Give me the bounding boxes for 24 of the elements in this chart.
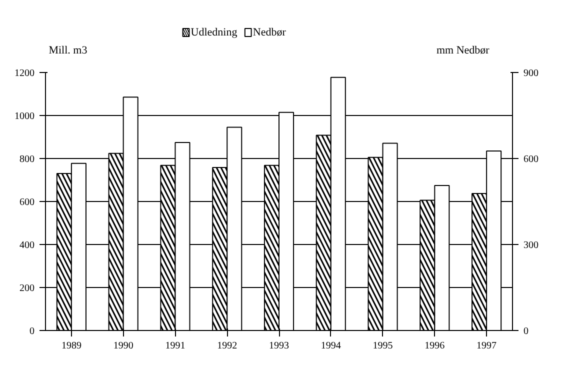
x-tick-label: 1993 bbox=[269, 340, 289, 352]
x-tick-label: 1994 bbox=[320, 340, 341, 352]
y-tick-label: 200 bbox=[20, 283, 34, 294]
x-tick-label: 1992 bbox=[217, 340, 238, 352]
y2-tick-label: 600 bbox=[524, 154, 538, 165]
y2-tick-label: 900 bbox=[524, 68, 538, 79]
legend-label: Udledning bbox=[190, 26, 238, 38]
x-tick-label: 1995 bbox=[372, 340, 393, 352]
y-tick-label: 400 bbox=[20, 240, 34, 251]
y-tick-label: 1200 bbox=[14, 68, 34, 79]
x-tick-label: 1990 bbox=[113, 340, 134, 352]
y-tick-label: 600 bbox=[20, 197, 34, 208]
y2-axis-title: mm Nedbør bbox=[436, 44, 490, 56]
y-tick-label: 1000 bbox=[14, 111, 34, 122]
y-axis-title: Mill. m3 bbox=[48, 44, 88, 56]
x-tick-label: 1991 bbox=[165, 340, 186, 352]
x-tick-label: 1989 bbox=[61, 340, 82, 352]
y2-tick-label: 300 bbox=[524, 240, 538, 251]
y-tick-label: 800 bbox=[20, 154, 34, 165]
legend-label: Nedbør bbox=[252, 26, 286, 38]
x-tick-label: 1996 bbox=[424, 340, 445, 352]
x-tick-label: 1997 bbox=[476, 340, 497, 352]
y-tick-label: 0 bbox=[30, 326, 34, 337]
y2-tick-label: 0 bbox=[524, 326, 528, 337]
